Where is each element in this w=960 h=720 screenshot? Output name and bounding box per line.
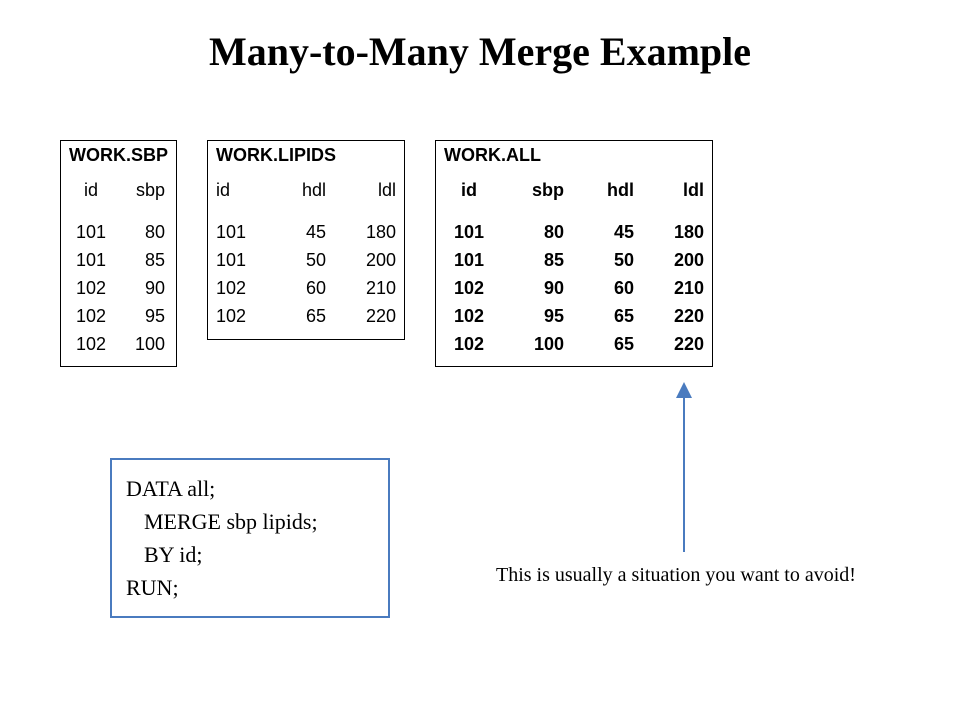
table-row: 10180 xyxy=(69,219,168,247)
col-header: hdl xyxy=(256,180,326,201)
table-row: 10295 xyxy=(69,303,168,331)
code-line: DATA all; xyxy=(126,472,374,505)
table-lipids-header: id hdl ldl xyxy=(216,180,396,201)
code-line: BY id; xyxy=(126,538,374,571)
table-row: 1029565220 xyxy=(444,303,704,331)
warning-note: This is usually a situation you want to … xyxy=(496,564,856,587)
table-all: WORK.ALL id sbp hdl ldl 1018045180 10185… xyxy=(435,140,713,367)
table-row: 10265220 xyxy=(216,303,396,331)
col-header: hdl xyxy=(564,180,634,201)
table-row: 10210065220 xyxy=(444,331,704,359)
tables-container: WORK.SBP id sbp 10180 10185 10290 10295 … xyxy=(60,140,930,367)
table-row: 102100 xyxy=(69,331,168,359)
col-header: sbp xyxy=(494,180,564,201)
col-header: ldl xyxy=(634,180,704,201)
code-block: DATA all; MERGE sbp lipids; BY id; RUN; xyxy=(110,458,390,618)
col-header: id xyxy=(216,180,256,201)
table-lipids: WORK.LIPIDS id hdl ldl 10145180 10150200… xyxy=(207,140,405,340)
table-sbp-header: id sbp xyxy=(69,180,168,201)
col-header: id xyxy=(69,180,113,201)
table-row: 10145180 xyxy=(216,219,396,247)
col-header: ldl xyxy=(326,180,396,201)
table-sbp: WORK.SBP id sbp 10180 10185 10290 10295 … xyxy=(60,140,177,367)
table-all-header: id sbp hdl ldl xyxy=(444,180,704,201)
table-row: 10185 xyxy=(69,247,168,275)
table-row: 1018550200 xyxy=(444,247,704,275)
table-sbp-name: WORK.SBP xyxy=(69,145,168,166)
table-row: 1018045180 xyxy=(444,219,704,247)
arrow-up-icon xyxy=(668,382,700,552)
code-line: RUN; xyxy=(126,571,374,604)
table-row: 10260210 xyxy=(216,275,396,303)
page-title: Many-to-Many Merge Example xyxy=(0,28,960,75)
table-row: 10290 xyxy=(69,275,168,303)
code-line: MERGE sbp lipids; xyxy=(126,505,374,538)
table-row: 10150200 xyxy=(216,247,396,275)
col-header: id xyxy=(444,180,494,201)
table-all-name: WORK.ALL xyxy=(444,145,704,166)
table-lipids-name: WORK.LIPIDS xyxy=(216,145,396,166)
table-row: 1029060210 xyxy=(444,275,704,303)
col-header: sbp xyxy=(113,180,165,201)
